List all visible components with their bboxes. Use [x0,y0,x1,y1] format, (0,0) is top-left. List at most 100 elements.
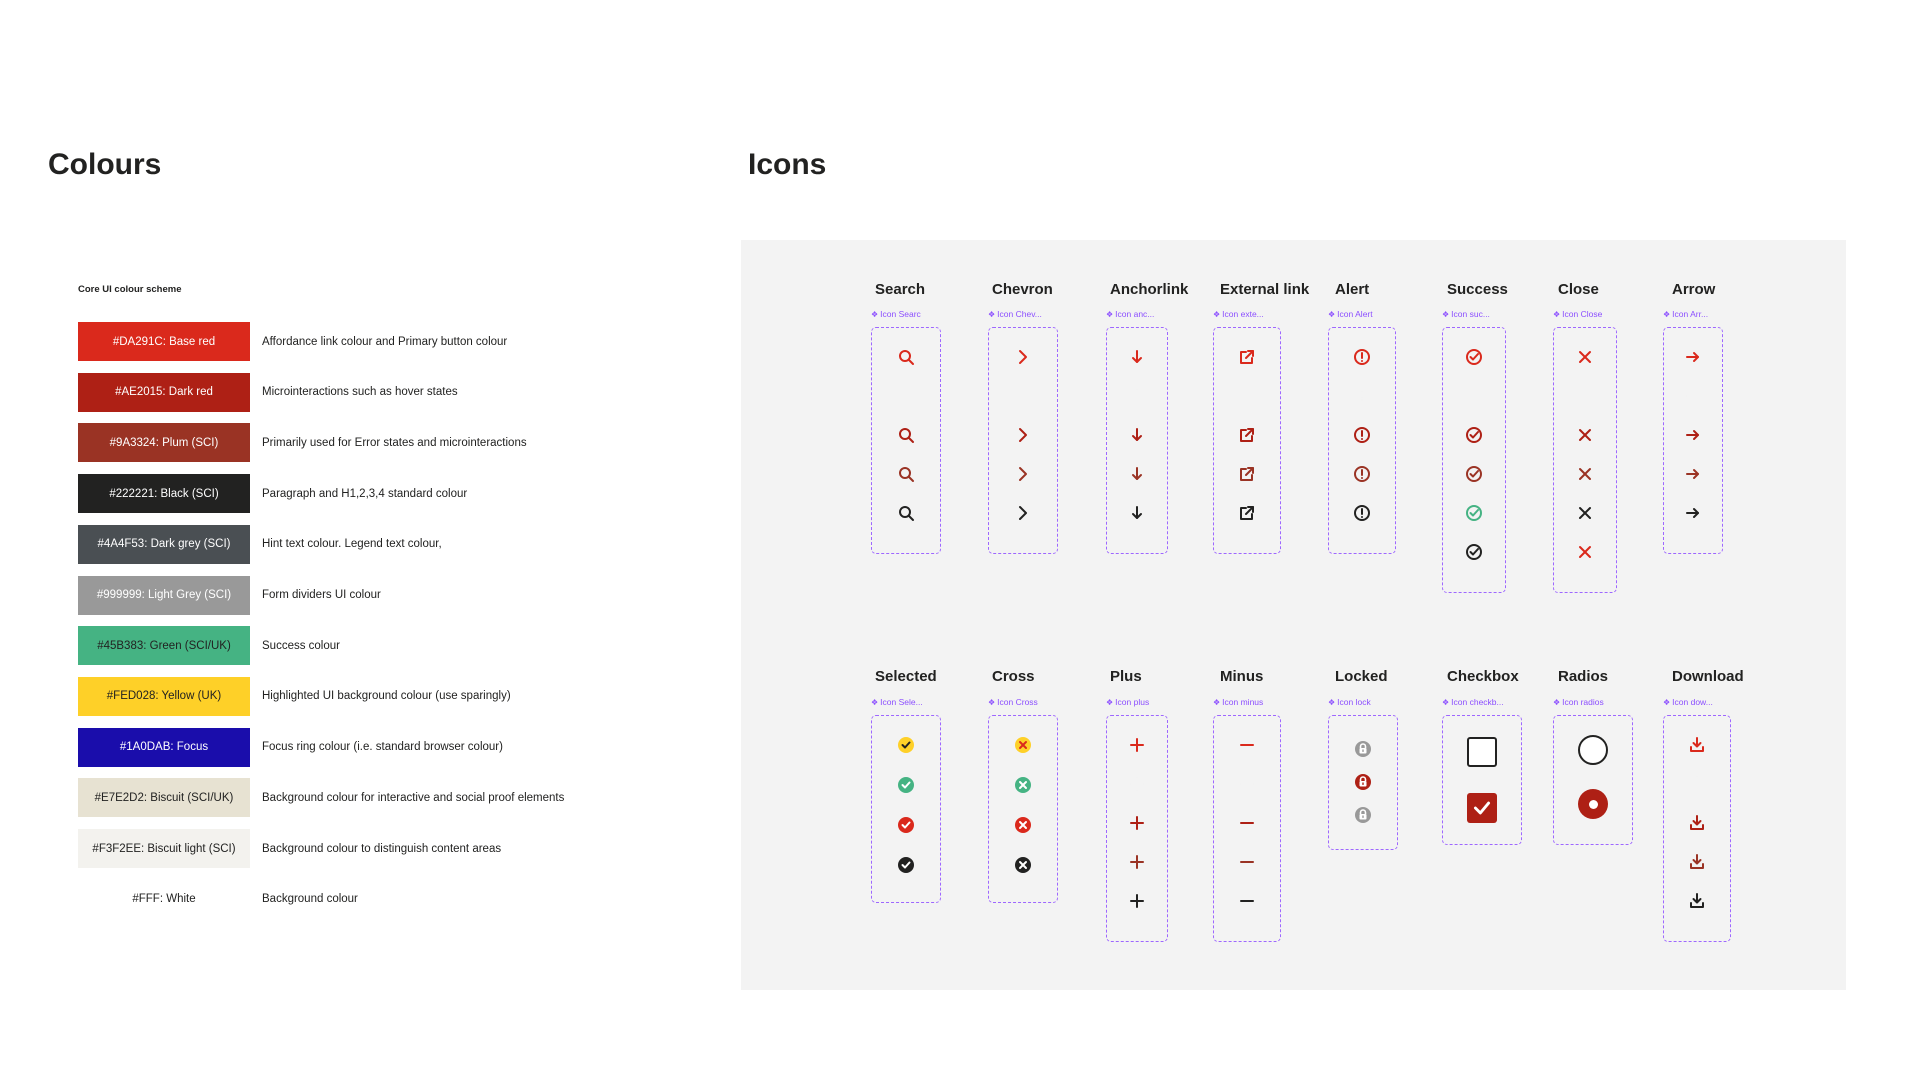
colour-description: Background colour [262,893,358,906]
icon-group-title: Download [1672,668,1744,685]
download-icon [1687,891,1707,916]
component-diamond-icon: ❖ [1328,697,1336,707]
component-label: ❖ Icon dow... [1663,697,1713,707]
colour-swatch: #1A0DAB: Focus [78,727,250,767]
colour-row: #FED028: Yellow (UK) Highlighted UI backg… [78,676,511,716]
colour-row: #9A3324: Plum (SCI) Primarily used for Er… [78,423,527,463]
icon-group-title: Checkbox [1447,668,1519,685]
icon-variant-frame [1442,715,1522,845]
minus-icon [1237,852,1257,877]
icon-variant-frame [1663,715,1731,942]
colour-swatch: #F3F2EE: Biscuit light (SCI) [78,829,250,868]
colour-swatch: #AE2015: Dark red [78,372,250,412]
selected-icon [896,775,916,800]
colour-description: Background colour to distinguish content… [262,842,502,855]
component-label: ❖ Icon Searc [871,309,921,319]
component-diamond-icon: ❖ [871,697,879,707]
external-link-icon [1237,347,1257,372]
component-name: Icon lock [1337,697,1371,707]
component-label: ❖ Icon radios [1553,697,1604,707]
colour-row: #F3F2EE: Biscuit light (SCI) Background c… [78,829,501,868]
icon-variant-frame [1553,327,1617,593]
component-diamond-icon: ❖ [1213,309,1221,319]
search-icon [896,464,916,489]
radio-selected-icon[interactable] [1578,789,1608,819]
colour-description: Background colour for interactive and so… [262,791,565,804]
component-diamond-icon: ❖ [1442,309,1450,319]
component-label: ❖ Icon Alert [1328,309,1373,319]
minus-icon [1237,891,1257,916]
colour-row: #1A0DAB: Focus Focus ring colour (i.e. st… [78,727,503,767]
component-name: Icon Alert [1337,309,1373,319]
close-icon [1575,347,1595,372]
download-icon [1687,813,1707,838]
chevron-right-icon [1013,386,1033,411]
component-label: ❖ Icon Cross [988,697,1038,707]
icon-variant-frame [1213,327,1281,554]
checkbox-unchecked-icon[interactable] [1467,737,1497,767]
arrow-down-icon [1127,503,1147,528]
download-icon [1687,774,1707,799]
arrow-right-icon [1683,347,1703,372]
icon-group-title: Anchorlink [1110,281,1189,298]
colour-description: Microinteractions such as hover states [262,386,458,399]
component-name: Icon plus [1115,697,1150,707]
component-diamond-icon: ❖ [988,309,996,319]
search-icon [896,503,916,528]
icon-group-title: Arrow [1672,281,1716,298]
component-diamond-icon: ❖ [871,309,879,319]
arrow-down-icon [1127,464,1147,489]
component-name: Icon dow... [1672,697,1713,707]
icon-variant-frame [1328,715,1398,850]
component-name: Icon exte... [1222,309,1264,319]
success-check-icon [1464,425,1484,450]
component-diamond-icon: ❖ [1213,697,1221,707]
selected-icon [896,735,916,760]
colour-swatch: #45B383: Green (SCI/UK) [78,626,250,666]
success-check-icon [1464,464,1484,489]
alert-icon [1352,464,1372,489]
close-icon [1575,425,1595,450]
component-name: Icon Cross [997,697,1038,707]
component-name: Icon minus [1222,697,1264,707]
colour-row: #999999: Light Grey (SCI) Form dividers U… [78,575,381,615]
colour-description: Hint text colour. Legend text colour, [262,538,442,551]
component-label: ❖ Icon Close [1553,309,1602,319]
component-name: Icon Chev... [997,309,1042,319]
icon-variant-frame [988,327,1058,554]
colour-description: Focus ring colour (i.e. standard browser… [262,741,503,754]
icon-group-title: Selected [875,668,937,685]
success-check-icon [1464,503,1484,528]
icon-variant-frame [1663,327,1723,554]
colour-description: Success colour [262,639,340,652]
search-icon [896,386,916,411]
arrow-right-icon [1683,503,1703,528]
colour-row: #222221: Black (SCI) Paragraph and H1,2,3… [78,474,467,514]
alert-icon [1352,347,1372,372]
cross-circle-icon [1013,855,1033,880]
lock-icon [1353,805,1373,830]
icon-variant-frame [1106,327,1168,554]
selected-icon [896,855,916,880]
radio-unselected-icon[interactable] [1578,735,1608,765]
colours-heading: Colours [48,148,162,181]
icon-group-title: Search [875,281,926,298]
cross-circle-icon [1013,815,1033,840]
chevron-right-icon [1013,464,1033,489]
plus-icon [1127,813,1147,838]
external-link-icon [1237,386,1257,411]
icon-variant-frame [1213,715,1281,942]
arrow-right-icon [1683,425,1703,450]
checkbox-checked-icon[interactable] [1467,793,1497,823]
close-icon [1575,386,1595,411]
lock-icon [1353,772,1373,797]
download-icon [1687,852,1707,877]
component-label: ❖ Icon minus [1213,697,1263,707]
colour-swatch: #E7E2D2: Biscuit (SCI/UK) [78,778,250,818]
external-link-icon [1237,464,1257,489]
component-label: ❖ Icon Arr... [1663,309,1708,319]
component-diamond-icon: ❖ [1328,309,1336,319]
component-label: ❖ Icon Chev... [988,309,1042,319]
component-diamond-icon: ❖ [1106,697,1114,707]
component-name: Icon Searc [880,309,921,319]
